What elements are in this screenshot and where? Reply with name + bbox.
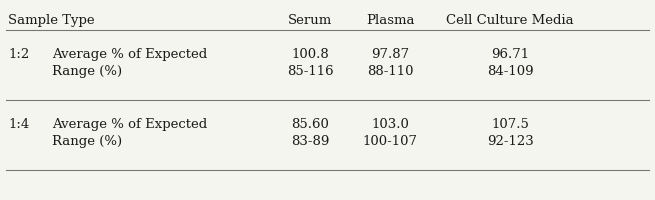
Text: Range (%): Range (%): [52, 65, 122, 78]
Text: Serum: Serum: [288, 14, 332, 27]
Text: 107.5: 107.5: [491, 118, 529, 131]
Text: Average % of Expected: Average % of Expected: [52, 48, 207, 61]
Text: 1:2: 1:2: [8, 48, 29, 61]
Text: Average % of Expected: Average % of Expected: [52, 118, 207, 131]
Text: Cell Culture Media: Cell Culture Media: [446, 14, 574, 27]
Text: 92-123: 92-123: [487, 135, 533, 148]
Text: 88-110: 88-110: [367, 65, 413, 78]
Text: 83-89: 83-89: [291, 135, 329, 148]
Text: 85-116: 85-116: [287, 65, 333, 78]
Text: 103.0: 103.0: [371, 118, 409, 131]
Text: Range (%): Range (%): [52, 135, 122, 148]
Text: Plasma: Plasma: [365, 14, 414, 27]
Text: Sample Type: Sample Type: [8, 14, 94, 27]
Text: 97.87: 97.87: [371, 48, 409, 61]
Text: 96.71: 96.71: [491, 48, 529, 61]
Text: 100-107: 100-107: [362, 135, 417, 148]
Text: 100.8: 100.8: [291, 48, 329, 61]
Text: 84-109: 84-109: [487, 65, 533, 78]
Text: 85.60: 85.60: [291, 118, 329, 131]
Text: 1:4: 1:4: [8, 118, 29, 131]
